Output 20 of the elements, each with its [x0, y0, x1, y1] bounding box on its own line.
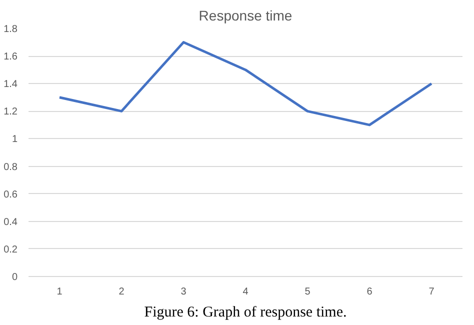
y-tick-label: 1.6: [4, 52, 18, 63]
y-tick-label: 1.8: [4, 24, 18, 35]
y-tick-label: 1.4: [4, 79, 18, 90]
y-tick-label: 0.2: [4, 244, 18, 256]
y-tick-label: 0: [12, 272, 18, 283]
y-tick-label: 0.6: [4, 189, 18, 200]
x-tick-label: 2: [118, 286, 125, 298]
x-tick-label: 3: [180, 286, 187, 298]
y-tick-label: 0.4: [4, 216, 18, 228]
x-tick-label: 1: [56, 286, 63, 298]
y-tick-label: 1.2: [4, 106, 18, 118]
chart-title: Response time: [198, 8, 292, 24]
caption: Figure 6: Graph of response time.: [144, 304, 347, 320]
x-tick-label: 6: [366, 286, 373, 298]
x-tick-label: 7: [428, 286, 435, 298]
x-tick-label: 5: [304, 286, 311, 298]
y-tick-label: 0.8: [4, 162, 18, 173]
line-series: [58, 41, 433, 126]
y-tick-label: 1: [12, 134, 18, 146]
x-tick-label: 4: [242, 286, 249, 298]
